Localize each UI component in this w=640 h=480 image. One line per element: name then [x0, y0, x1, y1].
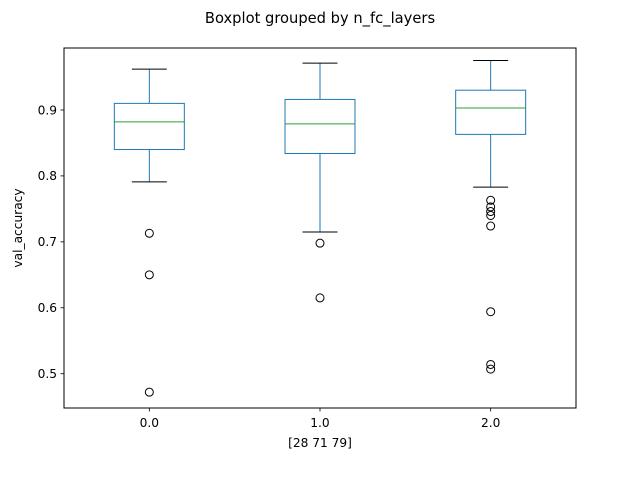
x-tick-label: 2.0 [481, 416, 500, 430]
iqr-box [455, 89, 527, 135]
outlier-point [486, 202, 496, 212]
y-tick-label: 0.7 [38, 235, 57, 249]
outlier-point [486, 195, 496, 205]
x-axis-label: [28 71 79] [288, 436, 352, 450]
plot-area [113, 60, 527, 397]
outlier-point [486, 221, 496, 231]
outlier-point [315, 238, 325, 248]
y-tick-label: 0.6 [38, 301, 57, 315]
outlier-point [486, 359, 496, 369]
outlier-point [486, 364, 496, 374]
outlier-point [486, 210, 496, 220]
outlier-point [144, 228, 154, 238]
outlier-point [315, 293, 325, 303]
outlier-point [144, 270, 154, 280]
y-tick-label: 0.9 [38, 103, 57, 117]
y-tick-label: 0.8 [38, 169, 57, 183]
x-tick-label: 1.0 [310, 416, 329, 430]
x-tick-label: 0.0 [140, 416, 159, 430]
outlier-point [144, 387, 154, 397]
chart-title: Boxplot grouped by n_fc_layers [205, 10, 435, 27]
iqr-box [113, 102, 185, 151]
outlier-point [486, 307, 496, 317]
y-axis-label: val_accuracy [11, 188, 25, 267]
y-tick-label: 0.5 [38, 367, 57, 381]
iqr-box [284, 98, 356, 154]
outlier-point [486, 207, 496, 217]
